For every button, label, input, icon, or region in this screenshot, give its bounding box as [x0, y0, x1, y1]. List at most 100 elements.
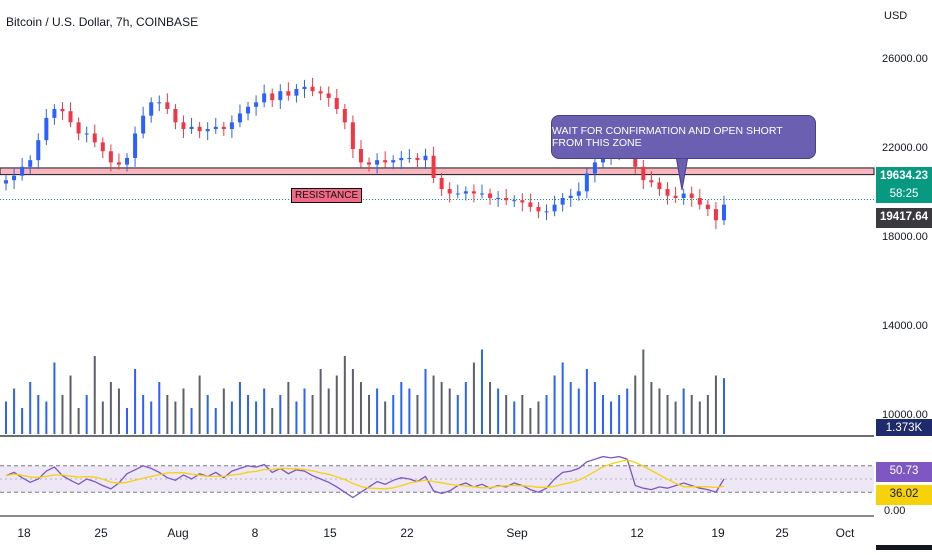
- volume-bar: [513, 401, 516, 434]
- candle-body: [358, 149, 363, 163]
- candle-body: [237, 113, 242, 123]
- candle-body: [657, 182, 662, 190]
- candle-body: [713, 209, 718, 221]
- volume-bar: [85, 395, 88, 434]
- volume-bar: [351, 369, 354, 434]
- candle-body: [52, 109, 57, 118]
- callout-annotation[interactable]: WAIT FOR CONFIRMATION AND OPEN SHORT FRO…: [551, 115, 816, 159]
- candle-body: [254, 102, 259, 107]
- candle-body: [415, 157, 420, 161]
- volume-bar: [489, 382, 492, 434]
- volume-bar: [626, 388, 629, 434]
- candle-body: [326, 93, 331, 98]
- time-axis-label: 8: [252, 526, 259, 540]
- volume-bar: [577, 388, 580, 434]
- candle-body: [560, 197, 565, 205]
- rsi-axis-label: 0.00: [884, 505, 905, 517]
- candle-body: [12, 175, 17, 181]
- volume-bar: [150, 401, 153, 434]
- volume-bar: [674, 401, 677, 434]
- candle-body: [705, 204, 710, 210]
- volume-bar: [723, 378, 725, 434]
- volume-bar: [303, 388, 306, 434]
- price-countdown: 58:25: [876, 185, 932, 203]
- time-axis-label: 15: [323, 526, 337, 540]
- currency-label: USD: [884, 10, 908, 22]
- volume-bar: [93, 356, 96, 434]
- candle-body: [504, 197, 509, 201]
- volume-bar: [376, 388, 379, 434]
- time-axis-label: Aug: [167, 526, 188, 540]
- volume-bar: [368, 395, 371, 434]
- time-axis-label: Oct: [836, 526, 855, 540]
- volume-bar: [440, 382, 443, 434]
- volume-bar: [456, 395, 459, 434]
- candle-body: [20, 166, 25, 176]
- tradingview-logo: [876, 545, 932, 550]
- volume-bar: [642, 349, 645, 434]
- volume-bar: [392, 395, 395, 434]
- volume-bar: [222, 388, 225, 434]
- candle-body: [4, 180, 8, 184]
- price-axis-label: 26000.00: [882, 53, 928, 65]
- volume-bar: [101, 401, 104, 434]
- candle-body: [262, 93, 267, 103]
- candle-body: [125, 157, 130, 165]
- candle-body: [528, 202, 533, 207]
- volume-bar: [45, 401, 48, 434]
- candles-group: [4, 77, 726, 230]
- candle-body: [641, 166, 646, 181]
- volume-bar: [53, 362, 56, 434]
- volume-bar: [714, 375, 717, 434]
- candle-body: [221, 126, 226, 130]
- volume-bar: [480, 349, 483, 434]
- candle-body: [681, 193, 686, 198]
- candle-body: [592, 162, 597, 174]
- volume-bar: [247, 395, 250, 434]
- candle-body: [649, 180, 654, 183]
- volume-bar: [521, 395, 524, 434]
- candle-body: [100, 142, 105, 152]
- resistance-label[interactable]: RESISTANCE: [291, 188, 363, 203]
- candle-body: [722, 204, 726, 221]
- time-axis-label: 18: [17, 526, 31, 540]
- volume-bar: [214, 408, 217, 434]
- volume-bar: [287, 382, 290, 434]
- volume-bar: [553, 375, 556, 434]
- volume-bar: [698, 401, 701, 434]
- candle-body: [342, 109, 347, 123]
- time-axis-label: 22: [400, 526, 414, 540]
- candle-body: [302, 86, 307, 89]
- candle-body: [431, 155, 436, 178]
- candle-body: [576, 191, 581, 196]
- candle-body: [60, 109, 65, 112]
- candle-body: [76, 122, 81, 134]
- candle-body: [407, 157, 412, 159]
- rsi-line: [5, 455, 725, 499]
- candle-body: [157, 102, 162, 104]
- volume-bar: [585, 369, 588, 434]
- candle-body: [165, 102, 170, 109]
- candle-body: [334, 97, 339, 109]
- chart-title: Bitcoin / U.S. Dollar, 7h, COINBASE: [6, 15, 199, 29]
- volume-bar: [569, 382, 572, 434]
- price-axis-label: 18000.00: [882, 231, 928, 243]
- volume-bar: [634, 375, 637, 434]
- volume-bar: [29, 382, 32, 434]
- rsi-tag: 50.73: [876, 462, 932, 482]
- candle-body: [367, 162, 372, 165]
- candle-body: [488, 193, 493, 198]
- volume-bar: [190, 408, 193, 434]
- volume-bar: [505, 395, 508, 434]
- candle-body: [205, 129, 210, 132]
- volume-bar: [400, 382, 403, 434]
- volume-bar: [682, 388, 685, 434]
- candle-body: [463, 191, 468, 194]
- candle-body: [350, 122, 355, 150]
- volume-bar: [593, 382, 596, 434]
- candle-body: [600, 157, 605, 163]
- candle-body: [246, 106, 251, 114]
- volume-bar: [37, 395, 40, 434]
